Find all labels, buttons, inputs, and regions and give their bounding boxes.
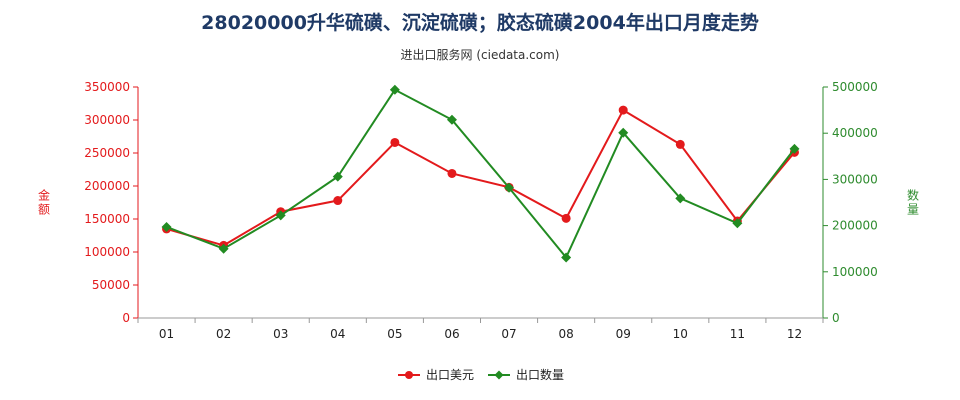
chart-axes: 0 50000 100000 150000 200000 250000 300000 3500… <box>38 80 919 341</box>
data-point-quantity <box>504 182 515 193</box>
x-tick-label: 02 <box>216 327 231 341</box>
x-tick-label: 06 <box>444 327 459 341</box>
x-tick-label: 08 <box>558 327 573 341</box>
data-point-amount <box>561 213 571 223</box>
data-point-quantity <box>332 171 343 182</box>
y-tick-label-left: 200000 <box>84 179 130 193</box>
data-point-quantity <box>275 210 286 221</box>
chart-title: 28020000升华硫磺、沉淀硫磺；胶态硫磺2004年出口月度走势 <box>201 12 759 34</box>
data-point-quantity <box>389 84 400 95</box>
y-tick-label-left: 0 <box>122 311 130 325</box>
data-point-quantity <box>161 221 172 232</box>
x-tick-label: 05 <box>387 327 402 341</box>
x-tick-label: 12 <box>787 327 802 341</box>
data-point-quantity <box>732 218 743 229</box>
chart-series <box>161 84 800 263</box>
y-tick-label-right: 100000 <box>832 265 878 279</box>
series-line-2 <box>166 88 796 260</box>
legend-marker <box>494 370 504 380</box>
data-point-amount <box>618 105 628 115</box>
x-tick-label: 01 <box>159 327 174 341</box>
data-point-amount <box>333 196 343 206</box>
data-point-amount <box>675 139 685 149</box>
y-axis-title-right: 数量 <box>907 188 919 217</box>
data-point-quantity <box>446 114 457 125</box>
y-tick-label-right: 0 <box>832 311 840 325</box>
y-tick-label-left: 250000 <box>84 146 130 160</box>
x-tick-label: 07 <box>501 327 516 341</box>
data-point-quantity <box>218 243 229 254</box>
chart-subtitle: 进出口服务网 (ciedata.com) <box>400 48 560 62</box>
y-tick-label-right: 200000 <box>832 219 878 233</box>
data-point-quantity <box>618 127 629 138</box>
y-tick-label-right: 400000 <box>832 126 878 140</box>
x-tick-label: 03 <box>273 327 288 341</box>
legend-marker <box>405 371 413 379</box>
chart-legend: 出口美元 出口数量 <box>398 367 564 382</box>
x-tick-label: 04 <box>330 327 345 341</box>
y-axis-title-left: 金额 <box>38 188 50 217</box>
y-tick-label-right: 500000 <box>832 80 878 94</box>
legend-label: 出口数量 <box>516 367 564 382</box>
legend-label: 出口美元 <box>426 368 474 382</box>
series-line-1 <box>166 108 796 247</box>
y-tick-label-right: 300000 <box>832 172 878 186</box>
y-tick-label-left: 150000 <box>84 212 130 226</box>
y-tick-label-left: 350000 <box>84 80 130 94</box>
x-tick-label: 09 <box>616 327 631 341</box>
x-tick-label: 10 <box>673 327 688 341</box>
data-point-quantity <box>561 252 572 263</box>
y-tick-label-left: 50000 <box>92 278 130 292</box>
y-tick-label-left: 300000 <box>84 113 130 127</box>
data-point-quantity <box>789 143 800 154</box>
data-point-amount <box>447 168 457 178</box>
data-point-quantity <box>675 193 686 204</box>
x-tick-label: 11 <box>730 327 745 341</box>
data-point-amount <box>390 137 400 147</box>
y-tick-label-left: 100000 <box>84 245 130 259</box>
